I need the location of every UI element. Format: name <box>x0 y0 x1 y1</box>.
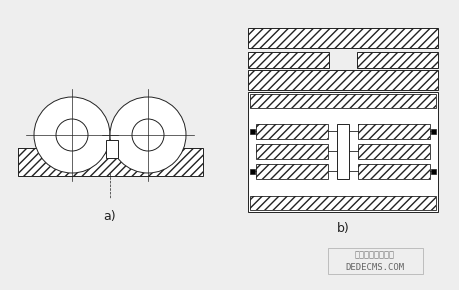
Bar <box>430 129 435 134</box>
Bar <box>357 124 429 139</box>
Circle shape <box>132 119 164 151</box>
Circle shape <box>56 119 88 151</box>
Text: DEDECMS.COM: DEDECMS.COM <box>345 264 403 273</box>
Bar <box>106 140 118 158</box>
Bar <box>256 144 327 159</box>
Text: 织梦内容管理系统: 织梦内容管理系统 <box>354 251 394 260</box>
Circle shape <box>110 97 185 173</box>
Text: b): b) <box>336 222 349 235</box>
Text: a): a) <box>103 210 116 223</box>
Bar <box>357 164 429 179</box>
Bar <box>430 169 435 174</box>
Bar <box>249 169 254 174</box>
Bar <box>357 144 429 159</box>
Bar <box>249 94 435 108</box>
Bar <box>256 164 327 179</box>
Bar <box>247 28 437 48</box>
Bar <box>249 129 254 134</box>
Bar <box>357 144 429 159</box>
Bar <box>247 52 328 68</box>
Bar <box>256 124 327 139</box>
Bar <box>357 164 429 179</box>
Bar <box>247 92 437 212</box>
Bar <box>256 124 327 139</box>
Bar <box>327 248 422 274</box>
Bar <box>249 94 435 108</box>
Circle shape <box>34 97 110 173</box>
Bar <box>247 70 437 90</box>
Bar <box>247 70 437 90</box>
Bar <box>249 196 435 210</box>
Bar <box>247 28 437 48</box>
Bar <box>18 148 202 176</box>
Bar <box>247 52 328 68</box>
Bar <box>256 164 327 179</box>
Bar <box>249 196 435 210</box>
Bar <box>356 52 437 68</box>
Bar <box>256 144 327 159</box>
Bar <box>18 148 202 176</box>
Bar <box>356 52 437 68</box>
Bar <box>336 124 348 179</box>
Bar <box>357 124 429 139</box>
